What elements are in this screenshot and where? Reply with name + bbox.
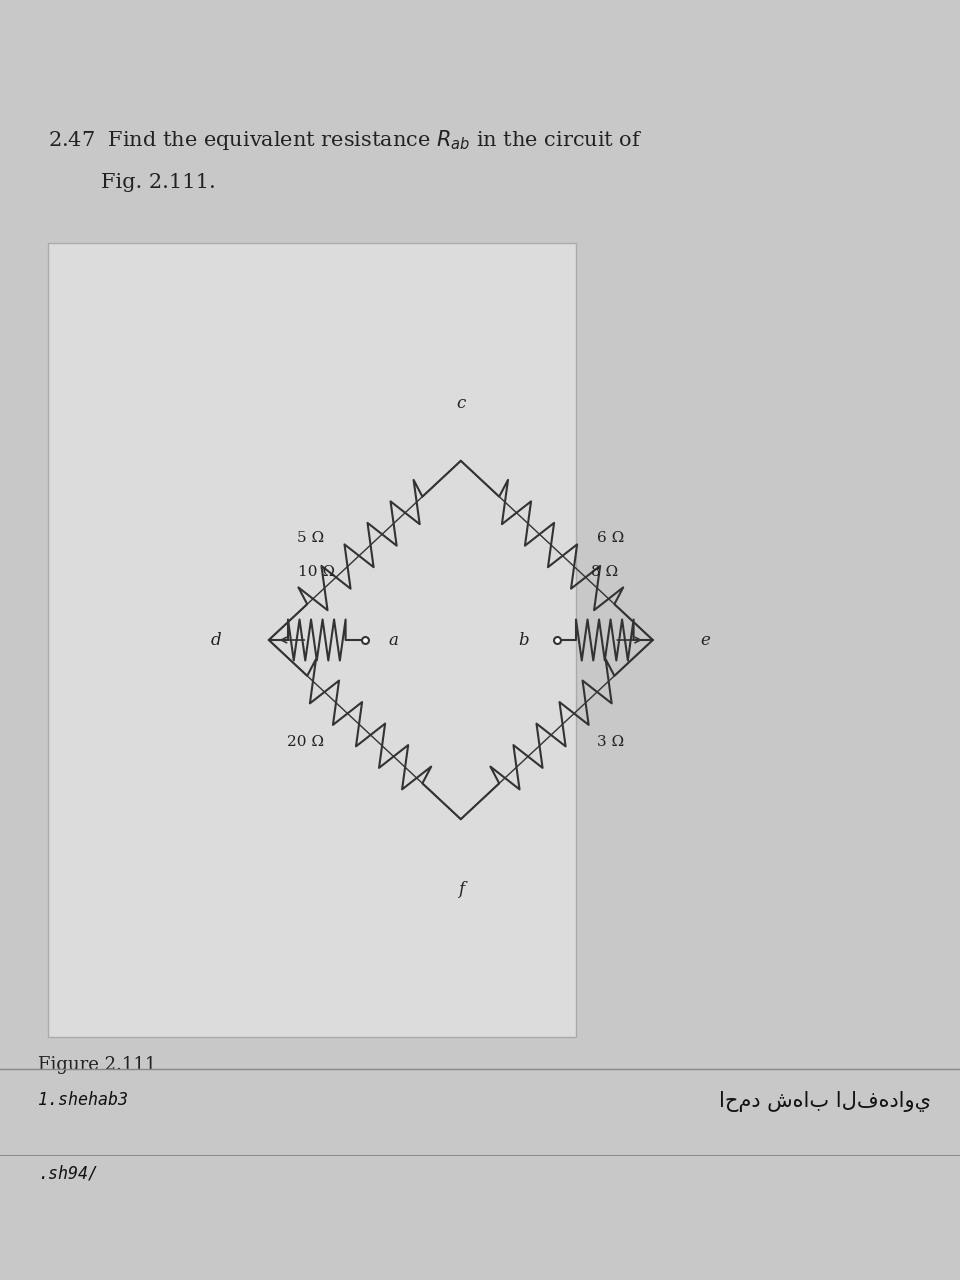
Text: 3 Ω: 3 Ω [597, 736, 624, 749]
Text: 10 Ω: 10 Ω [299, 564, 335, 579]
FancyBboxPatch shape [48, 243, 576, 1037]
Text: e: e [701, 631, 710, 649]
Text: f: f [458, 881, 464, 899]
Text: 6 Ω: 6 Ω [597, 531, 624, 544]
Text: 1.shehab3: 1.shehab3 [38, 1091, 129, 1108]
Text: .sh94/: .sh94/ [38, 1165, 99, 1183]
Text: Figure 2.111: Figure 2.111 [38, 1056, 156, 1074]
Text: 5 Ω: 5 Ω [298, 531, 324, 544]
Text: 2.47  Find the equivalent resistance $R_{ab}$ in the circuit of: 2.47 Find the equivalent resistance $R_{… [48, 128, 642, 152]
Text: 8 Ω: 8 Ω [591, 564, 618, 579]
Text: d: d [210, 631, 222, 649]
Text: b: b [517, 631, 529, 649]
Text: c: c [456, 394, 466, 412]
Text: احمد شهاب الفهداوي: احمد شهاب الفهداوي [719, 1091, 931, 1111]
Text: Fig. 2.111.: Fig. 2.111. [48, 173, 216, 192]
Text: 20 Ω: 20 Ω [287, 736, 324, 749]
Text: a: a [389, 631, 398, 649]
